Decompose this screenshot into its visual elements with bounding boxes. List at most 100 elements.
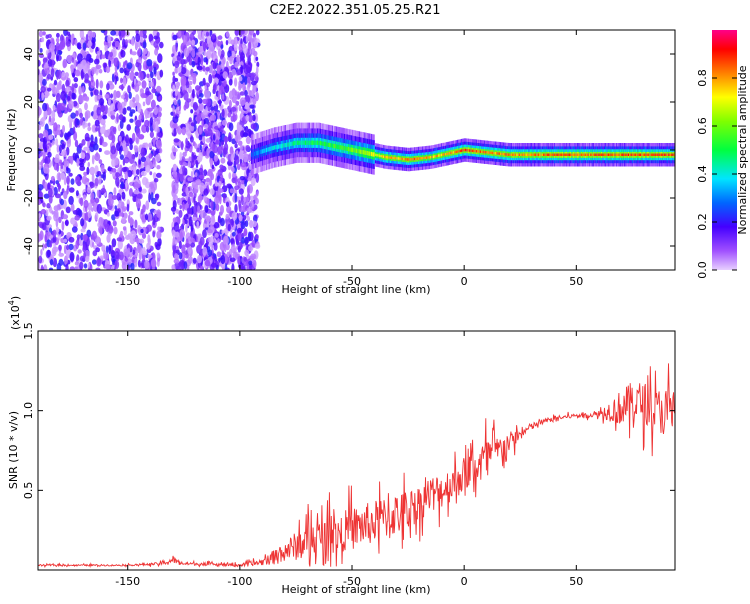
noise-speckle (209, 188, 215, 196)
noise-speckle (52, 104, 56, 111)
ridge-cell (498, 152, 500, 155)
ridge-cell (557, 153, 560, 156)
noise-speckle (242, 42, 245, 49)
noise-speckle (144, 109, 148, 120)
noise-speckle (70, 178, 75, 185)
noise-speckle (75, 239, 79, 250)
noise-speckle (204, 259, 211, 267)
noise-speckle (47, 151, 52, 158)
ridge-cell (654, 153, 657, 156)
noise-speckle (230, 154, 235, 163)
ridge-cell (341, 145, 343, 150)
noise-speckle (94, 94, 98, 103)
noise-speckle (91, 124, 97, 133)
ridge-cell (531, 153, 533, 156)
noise-speckle (229, 218, 234, 226)
noise-speckle (40, 266, 45, 270)
noise-speckle (83, 96, 90, 101)
ridge-cell (560, 153, 562, 156)
noise-speckle (247, 41, 251, 52)
noise-speckle (138, 134, 145, 140)
noise-speckle (190, 237, 195, 243)
noise-speckle (237, 256, 241, 265)
noise-speckle (73, 59, 77, 70)
noise-speckle (109, 110, 116, 116)
noise-speckle (91, 68, 95, 76)
noise-speckle (142, 41, 147, 49)
noise-speckle (243, 64, 250, 75)
noise-speckle (66, 166, 69, 172)
noise-speckle (129, 137, 133, 144)
noise-speckle (40, 208, 47, 215)
noise-speckle (100, 104, 106, 113)
noise-speckle (146, 224, 153, 232)
noise-speckle (107, 34, 111, 44)
noise-speckle (50, 37, 55, 44)
noise-speckle (199, 248, 204, 257)
noise-speckle (202, 223, 208, 228)
noise-speckle (256, 191, 259, 197)
noise-speckle (157, 53, 163, 64)
noise-speckle (180, 59, 186, 65)
noise-speckle (186, 207, 193, 213)
noise-speckle (223, 136, 229, 143)
noise-speckle (121, 206, 128, 212)
noise-speckle (252, 114, 256, 122)
noise-speckle (152, 120, 156, 130)
noise-speckle (39, 230, 44, 241)
noise-speckle (65, 206, 71, 214)
noise-speckle (238, 188, 244, 195)
noise-speckle (172, 115, 179, 124)
noise-speckle (108, 83, 115, 90)
noise-speckle (217, 238, 220, 243)
noise-speckle (187, 196, 191, 205)
noise-speckle (221, 119, 227, 126)
ridge-cell (419, 157, 421, 160)
noise-speckle (118, 251, 124, 261)
noise-speckle (195, 85, 201, 91)
noise-speckle (222, 193, 227, 199)
ridge-cell (626, 153, 628, 156)
noise-speckle (114, 210, 119, 217)
noise-speckle (71, 226, 78, 233)
ridge-cell (455, 150, 457, 154)
noise-speckle (199, 182, 205, 193)
noise-speckle (126, 250, 129, 259)
ridge-cell (646, 153, 648, 156)
ridge-cell (451, 151, 453, 154)
noise-speckle (172, 243, 176, 253)
noise-speckle (60, 90, 67, 101)
noise-speckle (253, 40, 259, 48)
noise-speckle (173, 194, 178, 201)
x-tick-label: -50 (343, 275, 361, 288)
noise-speckle (98, 175, 102, 186)
noise-speckle (176, 54, 182, 61)
noise-speckle (210, 200, 214, 210)
ridge-cell (381, 155, 383, 158)
noise-speckle (118, 30, 122, 37)
ridge-cell (666, 153, 669, 156)
noise-speckle (188, 124, 195, 132)
noise-speckle (224, 263, 228, 270)
noise-speckle (206, 50, 212, 60)
ridge-cell (517, 153, 519, 156)
x-tick-label: -50 (343, 575, 361, 588)
noise-speckle (199, 144, 202, 151)
noise-speckle (185, 182, 189, 187)
noise-speckle (81, 59, 87, 70)
noise-speckle (47, 182, 51, 190)
ridge-cell (450, 151, 452, 155)
noise-speckle (38, 40, 41, 50)
noise-speckle (89, 182, 95, 189)
noise-speckle (135, 94, 140, 104)
noise-speckle (128, 91, 132, 99)
noise-speckle (91, 31, 96, 38)
noise-speckle (95, 78, 99, 89)
noise-speckle (132, 249, 136, 255)
noise-speckle (116, 113, 119, 123)
noise-speckle (135, 198, 142, 209)
ridge-cell (415, 157, 417, 161)
noise-speckle (96, 257, 102, 267)
ridge-cell (641, 153, 643, 156)
noise-speckle (175, 87, 178, 97)
